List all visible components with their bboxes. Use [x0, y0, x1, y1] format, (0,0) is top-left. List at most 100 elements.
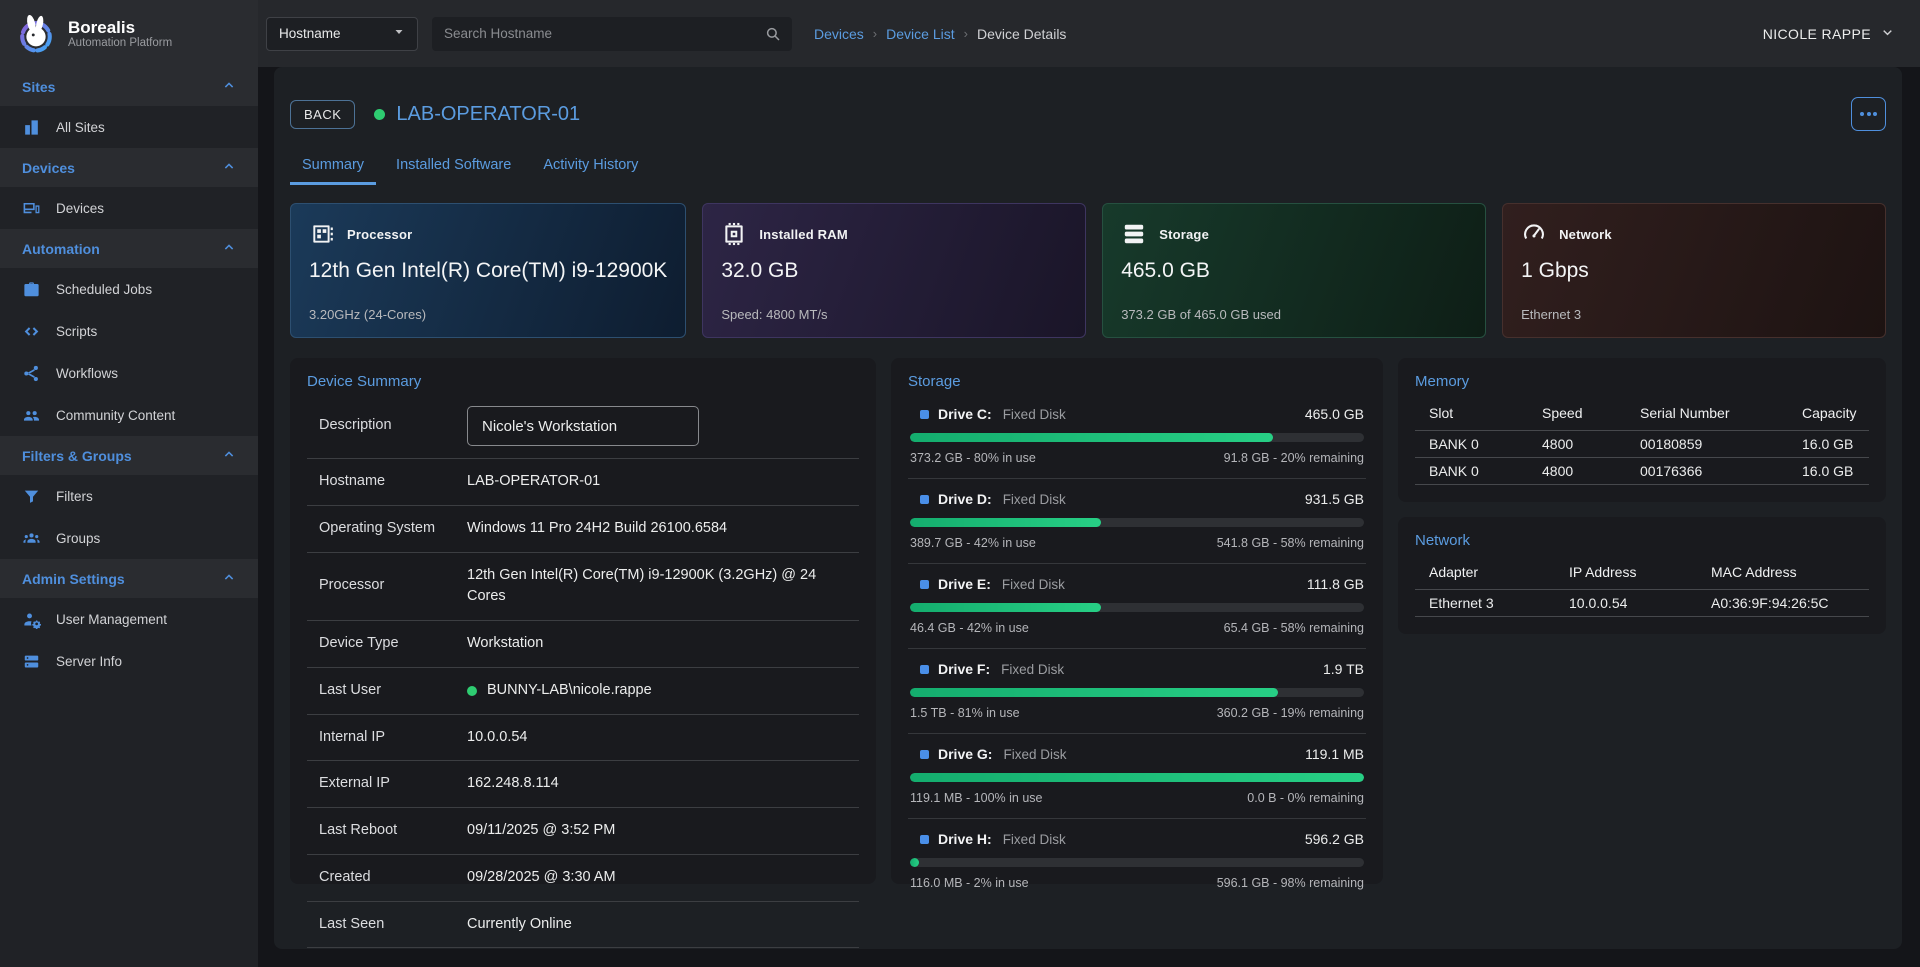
- drive-icon: [920, 664, 929, 674]
- drive-used: 119.1 MB - 100% in use: [910, 791, 1043, 805]
- sidebar-nav: Sites All Sites Devices Devices Automati…: [0, 67, 258, 682]
- groups-icon: [22, 529, 41, 548]
- hostname-filter-dropdown[interactable]: Hostname: [266, 16, 418, 51]
- memory-title: Memory: [1415, 373, 1470, 390]
- device-summary-title: Device Summary: [307, 373, 422, 390]
- tab-installed-software[interactable]: Installed Software: [396, 157, 512, 173]
- drive-icon: [920, 579, 929, 589]
- sidebar-item-user-management[interactable]: User Management: [0, 598, 258, 640]
- server-icon: [22, 652, 41, 671]
- tab-activity-history[interactable]: Activity History: [543, 157, 639, 173]
- sidebar: Borealis Automation Platform Sites All S…: [0, 0, 258, 967]
- summary-row-description: Description: [307, 394, 859, 459]
- breadcrumb-devices[interactable]: Devices: [814, 25, 864, 42]
- sidebar-item-all-sites[interactable]: All Sites: [0, 106, 258, 148]
- hostname-filter-value: Hostname: [279, 26, 341, 41]
- memory-row: BANK 0 4800 00180859 16.0 GB: [1415, 430, 1869, 457]
- chevron-up-icon: [222, 447, 236, 464]
- drive-used: 1.5 TB - 81% in use: [910, 706, 1020, 720]
- memory-panel: Memory Slot Speed Serial Number Capacity BA…: [1398, 358, 1886, 502]
- cpu-icon: [309, 221, 335, 247]
- summary-row-created: Created 09/28/2025 @ 3:30 AM: [307, 855, 859, 902]
- stat-card-value: 1 Gbps: [1521, 259, 1589, 282]
- device-title: LAB-OPERATOR-01: [396, 102, 581, 125]
- drive-remaining: 596.1 GB - 98% remaining: [1216, 876, 1364, 890]
- brand-header: Borealis Automation Platform: [0, 0, 258, 67]
- stat-card-title: Installed RAM: [759, 226, 848, 242]
- network-row-header: Adapter IP Address MAC Address: [1429, 564, 1797, 580]
- storage-panel: Storage Drive C: Fixed Disk 465.0 GB 373…: [891, 358, 1383, 890]
- ram-icon: [721, 221, 747, 247]
- drive-remaining: 0.0 B - 0% remaining: [1247, 791, 1364, 805]
- back-button[interactable]: BACK: [290, 99, 356, 129]
- drive-usage-bar: [910, 518, 1364, 527]
- sidebar-item-filters[interactable]: Filters: [0, 475, 258, 517]
- drive-icon: [920, 749, 929, 759]
- topbar: Hostname Devices › Device List › Device …: [258, 0, 1920, 67]
- stat-card-title: Network: [1559, 226, 1612, 242]
- network-title: Network: [1415, 532, 1471, 549]
- drive-usage-bar: [910, 688, 1364, 697]
- right-column: Memory Slot Speed Serial Number Capacity BA…: [1398, 358, 1886, 634]
- sidebar-section-admin-settings[interactable]: Admin Settings: [0, 559, 258, 598]
- stat-card-value: 465.0 GB: [1121, 259, 1210, 282]
- drive-used: 373.2 GB - 80% in use: [910, 451, 1036, 465]
- drive-usage-bar: [910, 858, 1364, 867]
- drive-usage-bar: [910, 433, 1364, 442]
- breadcrumb-device-list[interactable]: Device List: [886, 25, 955, 42]
- device-summary-rows: Description Hostname LAB-OPERATOR-01 Ope…: [307, 394, 859, 949]
- sidebar-section-devices[interactable]: Devices: [0, 148, 258, 187]
- stat-card-value: 12th Gen Intel(R) Core(TM) i9-12900K: [309, 259, 668, 282]
- tab-summary[interactable]: Summary: [290, 151, 377, 185]
- sidebar-item-community-content[interactable]: Community Content: [0, 394, 258, 436]
- user-menu[interactable]: NICOLE RAPPE: [1763, 26, 1894, 42]
- chevron-down-icon: [393, 26, 405, 41]
- drive-remaining: 360.2 GB - 19% remaining: [1216, 706, 1364, 720]
- more-options-button[interactable]: [1851, 97, 1886, 131]
- sidebar-item-devices[interactable]: Devices: [0, 187, 258, 229]
- breadcrumb-separator: ›: [872, 26, 878, 41]
- stat-card-subtitle: Ethernet 3: [1521, 307, 1582, 322]
- sidebar-item-scheduled-jobs[interactable]: Scheduled Jobs: [0, 268, 258, 310]
- brand-subtitle: Automation Platform: [68, 37, 173, 50]
- drive-usage-bar: [910, 603, 1364, 612]
- breadcrumb-device-details: Device Details: [976, 25, 1067, 42]
- sidebar-section: Devices Devices: [0, 148, 258, 229]
- search-input[interactable]: [444, 26, 764, 41]
- device-summary-panel: Device Summary Description Hostname LAB-…: [290, 358, 876, 949]
- chevron-up-icon: [222, 159, 236, 176]
- sidebar-section-sites[interactable]: Sites: [0, 67, 258, 106]
- sidebar-item-scripts[interactable]: Scripts: [0, 310, 258, 352]
- gauge-icon: [1521, 221, 1547, 247]
- chevron-up-icon: [222, 570, 236, 587]
- user-gear-icon: [22, 610, 41, 629]
- sidebar-section-automation[interactable]: Automation: [0, 229, 258, 268]
- search-icon: [764, 25, 782, 43]
- storage-stack-icon: [1121, 221, 1147, 247]
- stat-card-subtitle: Speed: 4800 MT/s: [721, 307, 828, 322]
- briefcase-icon: [22, 280, 41, 299]
- drive-row-drive-e: Drive E: Fixed Disk 111.8 GB 46.4 GB - 4…: [908, 564, 1366, 649]
- sidebar-section-filters-groups[interactable]: Filters & Groups: [0, 436, 258, 475]
- stat-card-subtitle: 373.2 GB of 465.0 GB used: [1121, 307, 1281, 322]
- summary-row-operating-system: Operating System Windows 11 Pro 24H2 Bui…: [307, 506, 859, 553]
- storage-title: Storage: [908, 373, 961, 390]
- drive-row-drive-f: Drive F: Fixed Disk 1.9 TB 1.5 TB - 81% …: [908, 649, 1366, 734]
- drive-remaining: 65.4 GB - 58% remaining: [1223, 621, 1364, 635]
- brand-name: Borealis: [68, 17, 136, 37]
- drive-row-drive-h: Drive H: Fixed Disk 596.2 GB 116.0 MB - …: [910, 831, 1364, 890]
- device-header: BACK LAB-OPERATOR-01: [290, 97, 1886, 131]
- memory-table: Slot Speed Serial Number Capacity BANK 0 480…: [1415, 400, 1869, 485]
- sidebar-item-groups[interactable]: Groups: [0, 517, 258, 559]
- stat-card-title: Storage: [1159, 226, 1210, 242]
- network-panel: Network Adapter IP Address MAC Address Eth…: [1398, 517, 1886, 634]
- sidebar-item-workflows[interactable]: Workflows: [0, 352, 258, 394]
- search-box[interactable]: [432, 16, 792, 51]
- description-input[interactable]: [467, 406, 699, 446]
- stat-card-network: Network 1 Gbps Ethernet 3: [1502, 203, 1886, 338]
- online-status-dot: [467, 685, 477, 696]
- sidebar-item-server-info[interactable]: Server Info: [0, 640, 258, 682]
- drive-remaining: 91.8 GB - 20% remaining: [1223, 451, 1364, 465]
- stat-card-storage: Storage 465.0 GB 373.2 GB of 465.0 GB us…: [1102, 203, 1487, 338]
- stat-card-installed-ram: Installed RAM 32.0 GB Speed: 4800 MT/s: [702, 203, 1087, 338]
